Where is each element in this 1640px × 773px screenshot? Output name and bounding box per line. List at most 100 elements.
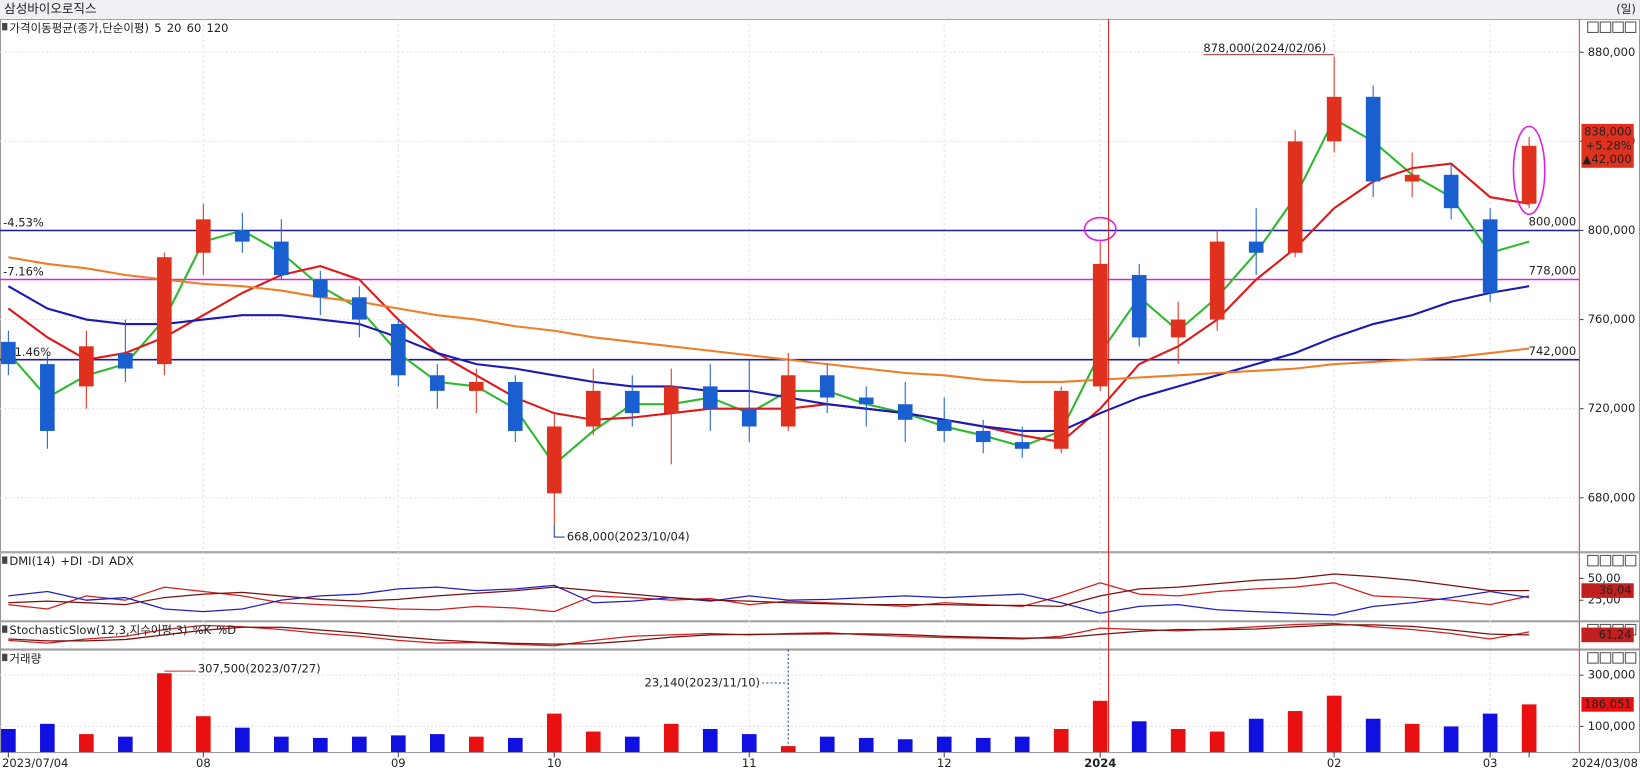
- candle-body: [1404, 174, 1420, 182]
- volume-bar: [196, 716, 211, 753]
- volume-bar: [1131, 721, 1147, 753]
- candle-body: [1053, 390, 1069, 449]
- candle-body: [1248, 241, 1264, 253]
- volume-bar: [157, 673, 172, 753]
- annotation: 878,000(2024/02/06): [1203, 41, 1326, 55]
- volume-bar: [235, 727, 250, 753]
- panel-button: [1612, 21, 1624, 33]
- candle-body: [702, 386, 718, 409]
- panel-title: 거래량: [9, 651, 41, 665]
- legend-entry: 120: [207, 21, 229, 35]
- volume-bar: [1170, 728, 1186, 753]
- volume-bar: [741, 734, 757, 753]
- panel-button: [1587, 652, 1599, 664]
- legend-icon: [2, 625, 8, 633]
- volume-bar: [312, 737, 328, 753]
- volume-bar: [351, 736, 367, 753]
- last-value-box: [1581, 627, 1634, 643]
- panel-frame: [0, 18, 1640, 553]
- y-tick-label: 300,000: [1588, 668, 1636, 682]
- volume-bar: [118, 736, 133, 753]
- y-tick-label: 760,000: [1588, 312, 1636, 326]
- candle-body: [274, 241, 289, 276]
- x-tick-label: 12: [937, 756, 952, 770]
- volume-bar: [897, 739, 913, 753]
- panel-frame: [0, 649, 1640, 754]
- panel-button: [1599, 652, 1612, 664]
- last-value: 36,04: [1599, 583, 1632, 597]
- volume-bar: [1209, 731, 1225, 753]
- y-tick-label: 720,000: [1588, 401, 1636, 415]
- candle-body: [118, 352, 133, 369]
- legend-entry: 20: [167, 21, 182, 35]
- last-price-box: [1581, 123, 1634, 168]
- candle-body: [663, 386, 679, 414]
- ma-line: [8, 256, 1530, 383]
- ma-line: [7, 285, 1530, 432]
- last-price: 838,000: [1584, 125, 1632, 139]
- volume-bar: [624, 736, 640, 753]
- stock-name: 삼성바이오로직스: [4, 1, 96, 16]
- volume-bar: [468, 736, 484, 753]
- y-tick-label: 800,000: [1588, 223, 1636, 237]
- x-tick-label: 03: [1483, 756, 1498, 770]
- panel-button: [1587, 554, 1599, 567]
- level-label-bg: [1533, 345, 1578, 358]
- highlight: [1083, 216, 1117, 242]
- panel-title: 가격이동평균(종가,단순이평): [9, 21, 149, 35]
- candle-body: [1, 341, 16, 365]
- panel-frame: [0, 621, 1640, 650]
- candle-body: [897, 404, 913, 420]
- panel-title: DMI(14): [9, 554, 55, 568]
- candle-body: [1443, 174, 1459, 209]
- panel-button: [1587, 21, 1599, 33]
- x-tick-label: 08: [196, 756, 211, 770]
- candle-body: [196, 219, 211, 253]
- ma-line: [8, 584, 1530, 616]
- legend-icon: [2, 653, 8, 662]
- candle-body: [390, 324, 406, 376]
- candle-body: [1014, 442, 1030, 449]
- annotation-line: [553, 524, 565, 538]
- y-tick-label: 50,00: [1588, 571, 1621, 585]
- x-tick-label: 2023/07/04: [2, 756, 68, 770]
- volume-bar: [1365, 718, 1381, 753]
- ma-line: [7, 117, 1530, 466]
- volume-bar: [429, 734, 445, 753]
- volume-bar: [390, 735, 406, 753]
- volume-bar: [1443, 726, 1459, 753]
- candle-body: [351, 297, 367, 320]
- ma-line: [7, 162, 1530, 444]
- volume-bar: [1248, 718, 1264, 753]
- volume-bar: [1287, 711, 1303, 753]
- legend-entry: 5: [154, 21, 161, 35]
- y-tick-label: 100,000: [1588, 719, 1636, 733]
- annotation: 307,500(2023/07/27): [198, 662, 321, 676]
- level-label: 778,000: [1529, 264, 1577, 278]
- candle-body: [235, 230, 250, 242]
- x-tick-label: 10: [547, 756, 562, 770]
- legend-entry: %D: [216, 623, 236, 637]
- candle-body: [1131, 275, 1147, 338]
- candle-body: [1365, 96, 1381, 182]
- y-tick-label: 680,000: [1588, 490, 1636, 504]
- candle-body: [312, 279, 328, 298]
- panel-title: StochasticSlow(12,3,지수이평,3): [9, 623, 187, 637]
- candle-body: [780, 375, 796, 427]
- ma-line: [8, 573, 1530, 607]
- candle-body: [741, 408, 757, 427]
- x-tick-label: 2024: [1084, 756, 1116, 770]
- volume-bar: [1, 728, 16, 753]
- ma-line: [8, 624, 1530, 645]
- volume-bar: [1521, 704, 1537, 753]
- candle-body: [1521, 145, 1537, 204]
- last-price: ▲42,000: [1583, 152, 1632, 166]
- volume-bar: [663, 723, 679, 753]
- legend-entry: ADX: [109, 554, 134, 568]
- candle-body: [819, 375, 835, 398]
- candle-body: [624, 390, 640, 414]
- y-tick-label: 880,000: [1588, 45, 1636, 59]
- volume-bar: [780, 746, 796, 753]
- highlight: [1512, 125, 1546, 216]
